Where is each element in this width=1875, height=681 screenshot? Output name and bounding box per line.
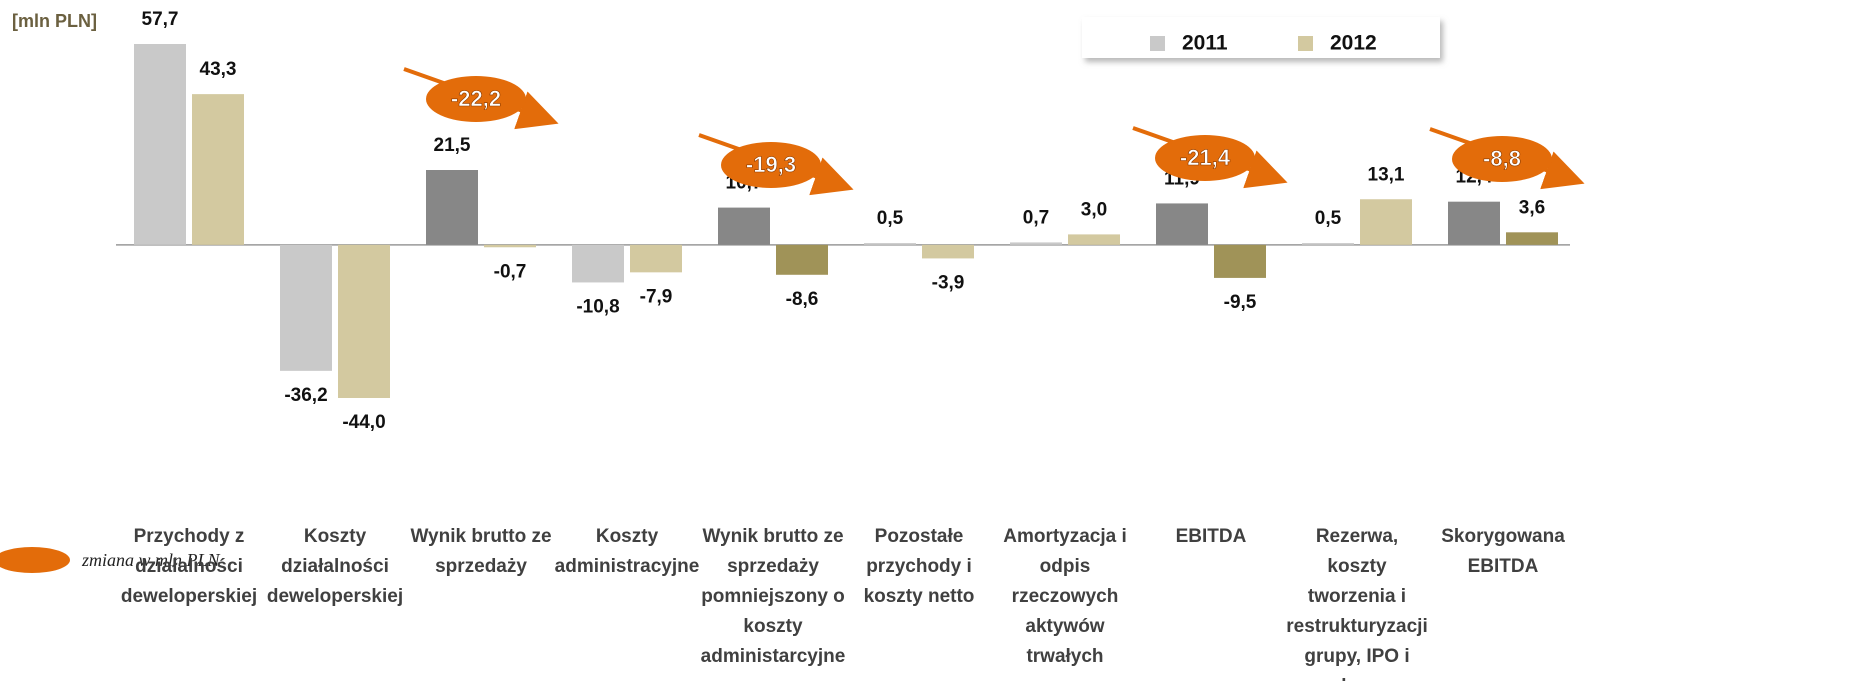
annotation-bubble	[1155, 135, 1255, 181]
bar	[1448, 201, 1500, 245]
bar	[630, 244, 682, 273]
bar	[572, 244, 624, 283]
bar	[718, 207, 770, 245]
bar	[192, 94, 244, 245]
bar	[134, 44, 186, 245]
value-label: 0,7	[1023, 207, 1049, 228]
category-label: Rezerwa, koszty tworzenia i restrukturyz…	[1286, 526, 1428, 681]
bar	[1214, 244, 1266, 278]
value-label: 13,1	[1368, 164, 1405, 185]
value-label: 43,3	[200, 59, 237, 80]
annotation-label: -8,8	[1483, 146, 1521, 171]
annotation-label: -19,3	[746, 152, 796, 177]
bar	[922, 244, 974, 259]
value-label: -36,2	[284, 385, 327, 406]
legend-swatch	[1150, 36, 1165, 51]
category-label: Koszty administracyjne	[554, 526, 700, 577]
category-label: Koszty działalności deweloperskiej	[266, 526, 404, 607]
category-label: Przychody z działalności deweloperskiej	[120, 526, 258, 607]
value-label: -10,8	[576, 296, 619, 317]
bar	[1010, 242, 1062, 245]
annotation-label: -22,2	[451, 86, 501, 111]
annotation-bubble	[1452, 136, 1552, 182]
category-label: Skorygowana EBITDA	[1441, 526, 1565, 577]
bar	[484, 244, 536, 248]
category-label: Wynik brutto ze sprzedaży	[410, 526, 552, 577]
bar	[338, 244, 390, 398]
value-label: 0,5	[1315, 208, 1342, 229]
value-label: -9,5	[1224, 292, 1257, 313]
value-label: 21,5	[434, 135, 471, 156]
value-label: -44,0	[342, 412, 385, 433]
value-label: 3,6	[1519, 197, 1545, 218]
category-label: EBITDA	[1175, 526, 1247, 547]
category-label: Pozostałe przychody i koszty netto	[863, 526, 975, 607]
bar	[1068, 234, 1120, 245]
legend-label: 2012	[1330, 32, 1377, 55]
value-label: -8,6	[786, 289, 819, 310]
bar	[1506, 232, 1558, 245]
category-label: Amortyzacja i odpis rzeczowych aktywów t…	[1003, 526, 1127, 667]
bar	[1360, 199, 1412, 245]
unit-label: [mln PLN]	[12, 11, 97, 31]
value-label: -3,9	[932, 272, 965, 293]
bar	[864, 243, 916, 245]
legend-swatch	[1298, 36, 1313, 51]
value-label: -0,7	[494, 261, 527, 282]
bar	[280, 244, 332, 371]
annotation-label: -21,4	[1180, 145, 1231, 170]
bar	[1156, 203, 1208, 245]
value-label: 0,5	[877, 208, 904, 229]
annotation-legend: zmiana w mln PLN	[81, 550, 221, 570]
value-label: 57,7	[142, 9, 179, 30]
annotation-bubble	[721, 142, 821, 188]
bar	[426, 170, 478, 245]
legend-box	[1082, 17, 1440, 58]
annotation-legend-key	[0, 547, 70, 573]
category-label: Wynik brutto ze sprzedaży pomniejszony o…	[700, 526, 846, 667]
bar	[1302, 243, 1354, 245]
annotation-bubble	[426, 76, 526, 122]
value-label: 3,0	[1081, 199, 1107, 220]
legend-label: 2011	[1182, 32, 1228, 55]
value-label: -7,9	[640, 286, 673, 307]
bar	[776, 244, 828, 275]
